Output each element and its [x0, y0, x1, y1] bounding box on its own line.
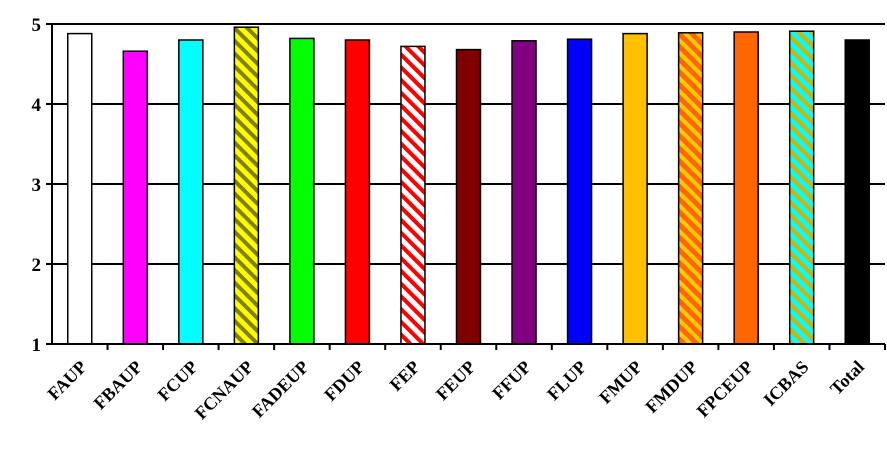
category-label: FPCEUP	[693, 357, 757, 421]
bar-fcnaup	[233, 26, 260, 345]
bar-fbaup	[122, 50, 149, 345]
bar-fcup	[178, 39, 204, 345]
category-label: FADEUP	[248, 357, 313, 422]
category-label: FEUP	[432, 357, 479, 404]
category-label: FLUP	[543, 357, 590, 404]
bar-ffup	[511, 40, 537, 345]
bar-fep	[400, 45, 426, 345]
axes	[51, 24, 885, 345]
bar-fpceup	[733, 31, 759, 345]
bar-fdup	[344, 39, 371, 345]
bar-fmdup	[677, 32, 704, 345]
bar-icbas	[788, 30, 815, 345]
bar-flup	[566, 38, 593, 345]
category-label: ICBAS	[759, 357, 812, 410]
y-tick-label: 2	[32, 255, 42, 276]
category-label: FMUP	[595, 357, 646, 408]
bar-fmup	[622, 32, 648, 345]
y-tick-label: 5	[32, 15, 42, 36]
category-label: FBAUP	[90, 357, 147, 414]
bar-feup	[455, 48, 482, 345]
category-label: FEP	[386, 357, 424, 395]
bars	[67, 26, 870, 345]
y-tick-label: 4	[32, 95, 42, 116]
y-tick-label: 3	[32, 175, 42, 196]
bar-total	[844, 39, 870, 345]
category-label: Total	[826, 357, 868, 399]
bar-fadeup	[289, 37, 315, 345]
category-label: FAUP	[43, 357, 90, 404]
y-tick-label: 1	[32, 335, 42, 356]
category-label: FDUP	[320, 357, 368, 405]
category-label: FCNAUP	[191, 357, 257, 423]
category-label: FCUP	[154, 357, 202, 405]
bar-faup	[67, 32, 93, 345]
category-label: FFUP	[488, 357, 535, 404]
